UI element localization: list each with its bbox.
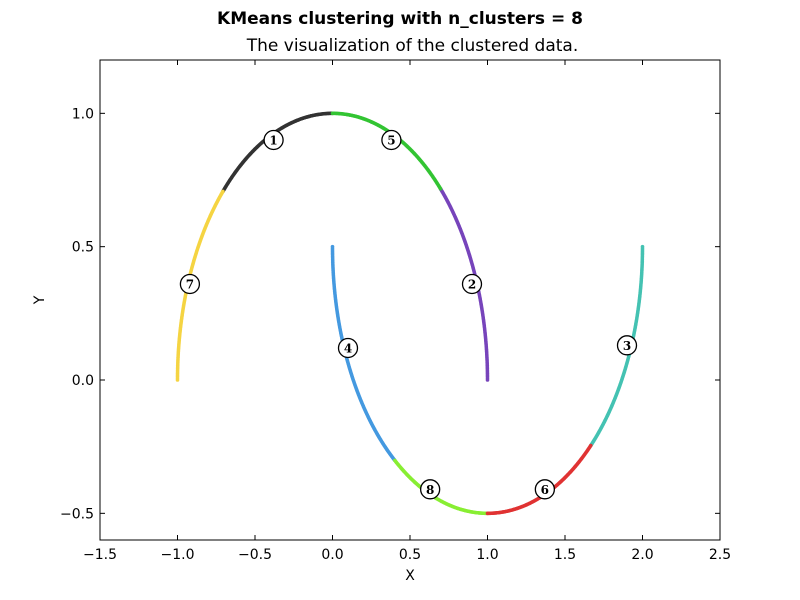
x-tick-label: 0.5 — [399, 547, 421, 563]
y-tick-label: 0.0 — [72, 373, 94, 389]
cluster-2-center: 2 — [461, 273, 483, 295]
center-marker — [381, 129, 402, 151]
cluster-8-points — [485, 443, 593, 516]
chart-title: KMeans clustering with n_clusters = 8 — [217, 9, 583, 29]
center-marker — [337, 337, 359, 359]
x-tick-label: −0.5 — [238, 547, 272, 563]
y-tick-label: 1.0 — [72, 106, 94, 122]
cluster-centers: 1 2 3 4 5 6 7 8 — [179, 129, 638, 500]
cluster-6-points — [393, 458, 490, 516]
data-point — [640, 244, 645, 249]
cluster-5-center: 5 — [381, 129, 402, 151]
center-label: 3 — [623, 339, 631, 353]
cluster-3-center: 3 — [616, 335, 638, 356]
data-point — [330, 111, 335, 116]
x-tick-label: 2.5 — [709, 547, 731, 563]
center-marker — [616, 335, 638, 356]
center-marker — [419, 479, 441, 500]
plot-frame — [99, 59, 721, 541]
data-point — [588, 443, 593, 448]
center-marker — [534, 479, 555, 500]
center-label: 4 — [344, 342, 352, 356]
cluster-5-points — [330, 111, 443, 191]
center-marker — [263, 129, 284, 151]
center-label: 8 — [426, 483, 434, 497]
cluster-6-center: 6 — [534, 479, 555, 500]
cluster-4-points — [588, 244, 645, 448]
center-label: 6 — [541, 483, 549, 497]
x-tick-label: 0.0 — [321, 547, 343, 563]
center-marker — [179, 273, 201, 295]
chart-subtitle: The visualization of the clustered data. — [246, 36, 579, 56]
x-tick-label: 1.0 — [476, 547, 498, 563]
y-tick-label: −0.5 — [60, 506, 94, 522]
x-axis-label: X — [405, 568, 415, 584]
data-points — [175, 111, 645, 516]
y-axis-label: Y — [32, 295, 48, 305]
x-tick-label: −1.5 — [83, 547, 117, 563]
center-label: 1 — [269, 134, 277, 148]
cluster-4-center: 4 — [337, 337, 359, 359]
center-label: 2 — [468, 278, 476, 292]
cluster-8-center: 8 — [419, 479, 441, 500]
cluster-1-center: 1 — [263, 129, 284, 151]
x-tick-label: 1.5 — [554, 547, 576, 563]
data-point — [175, 378, 180, 382]
center-marker — [461, 273, 483, 295]
axis-ticks: −1.5 −1.0 −0.5 0.0 0.5 1.0 1.5 2.0 2.5 −0.5 0.0 0.5… — [60, 60, 731, 563]
x-tick-label: 2.0 — [631, 547, 653, 563]
center-label: 5 — [387, 134, 395, 148]
center-label: 7 — [186, 278, 194, 292]
y-tick-label: 0.5 — [72, 240, 94, 256]
cluster-7-center: 7 — [179, 273, 201, 295]
cluster-1-points — [221, 111, 335, 194]
x-tick-label: −1.0 — [161, 547, 195, 563]
cluster-2-points — [438, 186, 490, 382]
